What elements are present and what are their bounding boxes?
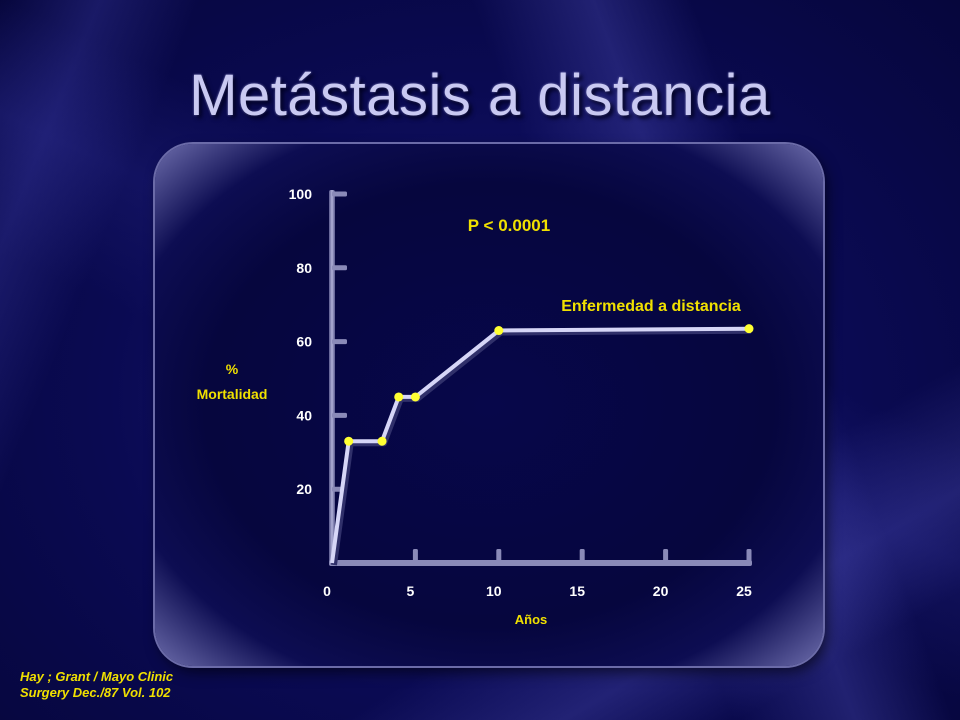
source-line-1: Hay ; Grant / Mayo Clinic bbox=[20, 669, 174, 684]
x-tick-label-25: 25 bbox=[736, 583, 752, 599]
ticks: 20 40 60 80 100 0 5 10 15 20 25 bbox=[289, 186, 752, 599]
x-tick-mark-10 bbox=[496, 549, 502, 563]
series-line bbox=[330, 326, 752, 566]
source-citation: Hay ; Grant / Mayo Clinic Surgery Dec./8… bbox=[20, 669, 173, 701]
y-tick-label-60: 60 bbox=[296, 334, 312, 350]
x-axis-line bbox=[329, 560, 752, 566]
chart-panel bbox=[155, 144, 823, 666]
y-tick-label-20: 20 bbox=[296, 481, 312, 497]
y-tick-mark-60 bbox=[332, 339, 347, 345]
series-points bbox=[344, 324, 754, 446]
y-tick-mark-40 bbox=[332, 412, 347, 418]
y-tick-mark-80 bbox=[332, 265, 347, 271]
x-tick-mark-20 bbox=[663, 549, 669, 563]
series-line-0 bbox=[330, 326, 750, 564]
y-tick-mark-100 bbox=[332, 191, 347, 197]
x-tick-label-10: 10 bbox=[486, 583, 502, 599]
y-axis-label-percent: % bbox=[226, 361, 239, 377]
data-point bbox=[410, 392, 420, 402]
y-axis-label-mortalidad: Mortalidad bbox=[197, 386, 268, 402]
y-axis-line bbox=[329, 190, 335, 563]
data-point bbox=[344, 436, 354, 446]
x-tick-label-5: 5 bbox=[407, 583, 415, 599]
y-tick-label-80: 80 bbox=[296, 260, 312, 276]
x-tick-mark-25 bbox=[746, 549, 752, 563]
x-tick-mark-15 bbox=[579, 549, 585, 563]
series-label: Enfermedad a distancia bbox=[561, 298, 741, 315]
series-line-shadow bbox=[331, 327, 752, 566]
p-value-annotation: P < 0.0001 bbox=[468, 216, 550, 235]
data-point bbox=[377, 436, 387, 446]
slide-title: Metástasis a distancia bbox=[189, 63, 771, 128]
data-point bbox=[744, 324, 754, 334]
y-tick-label-100: 100 bbox=[289, 186, 313, 202]
x-tick-label-0: 0 bbox=[323, 583, 331, 599]
x-axis-label: Años bbox=[515, 612, 548, 627]
axes bbox=[329, 190, 752, 566]
x-tick-mark-5 bbox=[412, 549, 418, 563]
data-point bbox=[394, 392, 404, 402]
x-tick-label-15: 15 bbox=[569, 583, 585, 599]
data-point bbox=[494, 326, 504, 336]
source-line-2: Surgery Dec./87 Vol. 102 bbox=[20, 685, 171, 700]
x-tick-label-20: 20 bbox=[653, 583, 669, 599]
y-tick-label-40: 40 bbox=[296, 407, 312, 423]
